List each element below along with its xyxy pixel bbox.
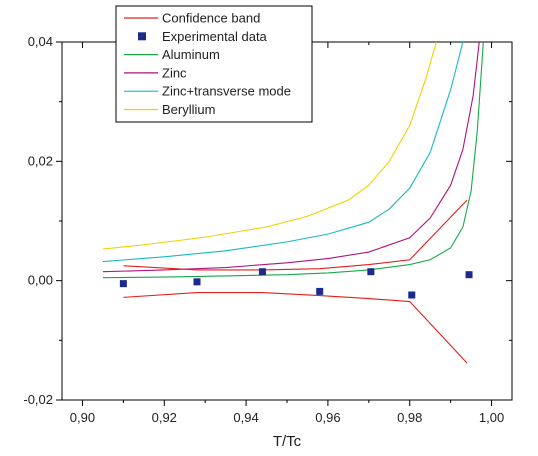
x-axis-title: T/Tc: [273, 433, 302, 450]
legend-label-confidence-band: Confidence band: [162, 11, 260, 26]
data-point: [193, 278, 201, 286]
x-tick-label: 0,92: [152, 410, 177, 425]
x-tick-label: 0,90: [70, 410, 95, 425]
legend-label-beryllium: Beryllium: [162, 102, 215, 117]
data-point: [408, 291, 416, 299]
data-point: [119, 280, 127, 288]
x-axis: 0,90 0,92 0,94 0,96 0,98 1,00: [70, 42, 504, 425]
series-line-beryllium: [102, 42, 437, 250]
data-point: [367, 268, 375, 276]
y-tick-label: -0,02: [23, 392, 53, 407]
legend-label-experimental-data: Experimental data: [162, 29, 268, 44]
legend-label-aluminum: Aluminum: [162, 47, 220, 62]
y-axis: -0,02 0,00 0,02 0,04: [23, 34, 512, 407]
data-point: [258, 268, 266, 276]
y-tick-label: 0,00: [28, 273, 53, 288]
x-tick-label: 0,96: [315, 410, 340, 425]
data-point: [465, 271, 473, 279]
series-line-confidence-band-0: [123, 199, 468, 271]
series-line-confidence-band-1: [123, 292, 468, 364]
x-tick-label: 0,94: [233, 410, 258, 425]
y-tick-label: 0,02: [28, 153, 53, 168]
legend-box: [115, 5, 313, 123]
series-line-aluminum: [102, 42, 484, 279]
series-line-zinc: [102, 42, 480, 273]
x-tick-label: 1,00: [479, 410, 504, 425]
y-tick-label: 0,04: [28, 34, 53, 49]
x-tick-label: 0,98: [397, 410, 422, 425]
legend-marker-experimental-data: [138, 32, 146, 41]
series-layer: [102, 42, 484, 364]
legend-label-zinc: Zinc: [162, 65, 187, 80]
legend: Confidence band Experimental data Aluminum…: [115, 5, 313, 123]
data-point: [316, 287, 324, 295]
series-line-zinc-transverse-mode: [102, 42, 464, 263]
legend-label-zinc-transverse-mode: Zinc+transverse mode: [162, 84, 291, 99]
